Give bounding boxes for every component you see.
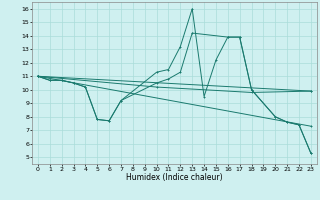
X-axis label: Humidex (Indice chaleur): Humidex (Indice chaleur) <box>126 173 223 182</box>
